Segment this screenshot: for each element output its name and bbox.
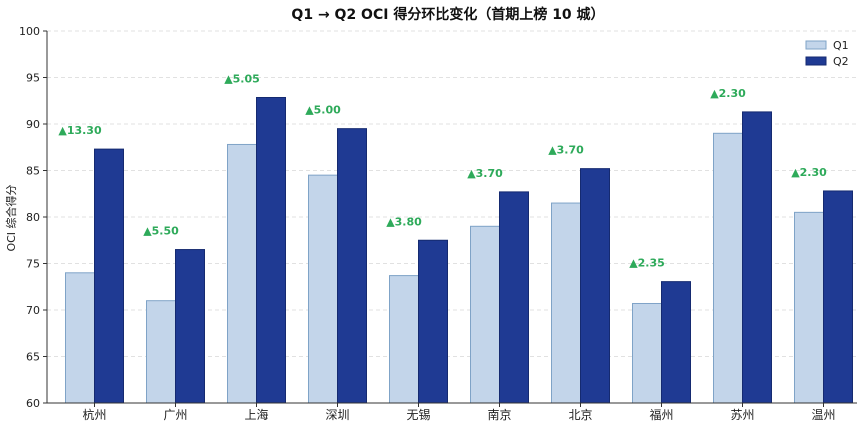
delta-label: ▲5.05 [224,72,260,85]
legend-label-q2: Q2 [833,55,849,68]
x-tick-label: 苏州 [730,408,754,422]
bar-q2 [175,249,205,404]
bar-q2 [742,111,772,404]
bar-q1 [470,225,500,404]
x-tick-label: 上海 [244,407,268,422]
delta-label: ▲5.50 [143,225,179,238]
delta-label: ▲3.80 [386,215,422,228]
bar-q2 [94,148,124,404]
x-tick-label: 杭州 [82,407,106,422]
y-tick-label: 65 [26,351,40,364]
bar-q2 [580,168,610,404]
y-tick-label: 70 [26,304,40,317]
y-tick-label: 95 [26,72,40,85]
delta-label: ▲3.70 [467,167,503,180]
x-tick-label: 福州 [649,407,673,422]
bar-q2 [337,128,367,404]
y-tick-label: 75 [26,258,40,271]
legend-swatch-q2 [805,56,827,66]
chart-title: Q1 → Q2 OCI 得分环比变化（首期上榜 10 城） [291,6,604,23]
y-tick-label: 85 [26,165,40,178]
bar-q1 [632,302,662,404]
bar-q2 [499,191,529,404]
bar-q2 [256,96,286,404]
x-tick-label: 广州 [163,408,187,422]
y-tick-label: 90 [26,118,40,131]
y-tick-label: 60 [26,397,40,410]
bar-q1 [146,300,176,404]
y-tick-label: 100 [19,25,40,38]
bar-q2 [661,281,691,404]
bar-q2 [823,190,853,404]
x-tick-label: 温州 [811,408,835,422]
legend-label-q1: Q1 [833,39,849,52]
y-axis-label: OCI 综合得分 [4,184,18,251]
bar-q1 [551,202,581,404]
x-tick-label: 深圳 [325,408,349,422]
delta-label: ▲2.35 [629,257,665,270]
bar-q1 [227,143,257,404]
bar-q1 [308,174,338,404]
bars [65,96,853,404]
delta-label: ▲13.30 [58,124,102,137]
labels: 60 65 70 75 80 85 90 95 100 杭州 ▲13.30 广州 ▲5.50 上海 ▲5.0… [19,25,836,422]
legend-swatch-q1 [805,40,827,50]
delta-label: ▲2.30 [710,87,746,100]
bar-q1 [713,132,743,404]
bar-q2 [418,239,448,404]
delta-label: ▲5.00 [305,104,341,117]
x-tick-label: 南京 [487,407,511,422]
x-tick-label: 北京 [568,408,592,422]
bar-q1 [389,275,419,404]
bar-q1 [65,272,95,404]
bar-q1 [794,211,824,404]
x-tick-label: 无锡 [406,407,430,422]
delta-label: ▲3.70 [548,144,584,157]
delta-label: ▲2.30 [791,166,827,179]
y-tick-label: 80 [26,211,40,224]
axes [43,30,857,407]
